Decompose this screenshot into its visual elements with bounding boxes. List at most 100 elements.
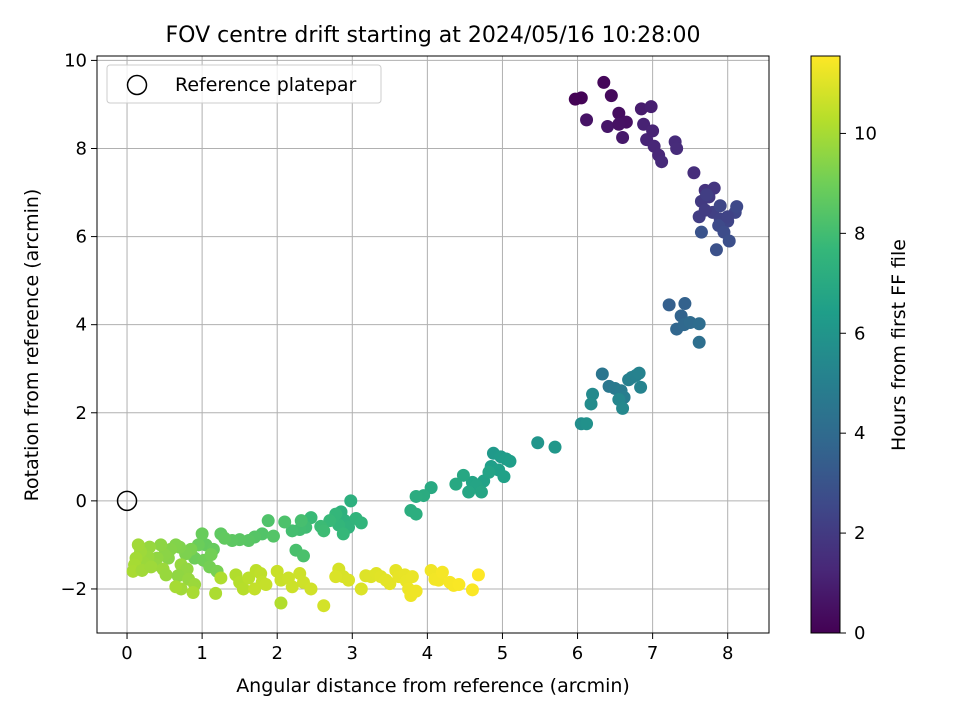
data-point	[435, 565, 449, 579]
x-tick-label: 8	[722, 643, 733, 664]
data-point	[296, 549, 310, 563]
data-point	[236, 582, 250, 596]
data-point	[209, 586, 223, 600]
data-point	[616, 401, 630, 415]
data-point	[452, 578, 466, 592]
data-point	[274, 596, 288, 610]
data-points	[126, 75, 744, 613]
data-point	[597, 75, 611, 89]
data-point	[548, 440, 562, 454]
y-tick-label: 10	[64, 50, 87, 71]
data-point	[465, 583, 479, 597]
data-point	[670, 141, 684, 155]
data-point	[700, 188, 714, 202]
data-point	[317, 524, 331, 538]
data-point	[409, 584, 423, 598]
data-point	[344, 494, 358, 508]
legend: Reference platepar	[106, 64, 382, 104]
data-point	[261, 514, 275, 528]
data-point	[678, 297, 692, 311]
data-point	[692, 335, 706, 349]
colorbar-tick-label: 2	[854, 523, 865, 544]
data-point	[634, 380, 648, 394]
data-point	[632, 366, 646, 380]
data-point	[580, 417, 594, 431]
data-point	[405, 570, 419, 584]
data-point	[304, 582, 318, 596]
colorbar-tick-label: 10	[854, 123, 877, 144]
data-point	[278, 515, 292, 529]
data-point	[186, 585, 200, 599]
data-point	[568, 92, 582, 106]
data-point	[354, 516, 368, 530]
data-point	[409, 507, 423, 521]
data-point	[171, 569, 185, 583]
x-tick-label: 5	[497, 643, 508, 664]
data-point	[218, 531, 232, 545]
data-point	[248, 582, 262, 596]
x-tick-label: 2	[271, 643, 282, 664]
data-point	[655, 155, 669, 169]
data-point	[214, 571, 228, 585]
colorbar-ticks: 0 2 4 6 8 10	[840, 123, 877, 644]
y-tick-label: 6	[76, 227, 87, 248]
chart-title: FOV centre drift starting at 2024/05/16 …	[166, 23, 701, 48]
reference-platepar-marker	[116, 490, 138, 512]
data-point	[595, 367, 609, 381]
y-tick-label: −2	[60, 579, 87, 600]
data-point	[713, 199, 727, 213]
data-point	[584, 397, 598, 411]
data-point	[721, 210, 735, 224]
data-point	[169, 580, 183, 594]
colorbar-tick-label: 0	[854, 623, 865, 644]
data-point	[698, 203, 712, 217]
y-tick-label: 0	[76, 491, 87, 512]
data-point	[329, 570, 343, 584]
legend-box	[106, 64, 382, 104]
data-point	[644, 100, 658, 114]
x-tick-label: 0	[121, 643, 132, 664]
y-tick-label: 2	[76, 403, 87, 424]
x-tick-label: 7	[647, 643, 658, 664]
data-point	[383, 577, 397, 591]
data-point	[159, 568, 173, 582]
data-point	[180, 562, 194, 576]
data-point	[616, 130, 630, 144]
colorbar-tick-label: 4	[854, 423, 865, 444]
colorbar-gradient	[810, 55, 841, 634]
x-axis-label: Angular distance from reference (arcmin)	[236, 675, 630, 697]
data-point	[634, 102, 648, 116]
data-point	[294, 514, 308, 528]
data-point	[154, 538, 168, 552]
x-axis-ticks: 0 1 2 3 4 5 6 7 8	[121, 633, 733, 664]
data-point	[304, 511, 318, 525]
data-point	[604, 89, 618, 103]
data-point	[317, 599, 331, 613]
data-point	[730, 200, 744, 214]
data-point	[456, 468, 470, 482]
data-point	[580, 113, 594, 127]
data-point	[195, 527, 209, 541]
data-point	[601, 119, 615, 133]
data-point	[131, 538, 145, 552]
data-point	[612, 117, 626, 131]
data-point	[482, 465, 496, 479]
data-point	[144, 560, 158, 574]
y-tick-label: 8	[76, 138, 87, 159]
data-point	[342, 573, 356, 587]
data-point	[586, 387, 600, 401]
grid-lines	[97, 56, 769, 633]
x-tick-label: 1	[196, 643, 207, 664]
y-axis-ticks: −2 0 2 4 6 8 10	[60, 50, 97, 600]
data-point	[259, 578, 273, 592]
data-point	[612, 106, 626, 120]
data-point	[409, 489, 423, 503]
data-point	[336, 527, 350, 541]
colorbar: 0 2 4 6 8 10 Hours from first FF file	[810, 55, 910, 644]
data-point	[474, 485, 488, 499]
y-axis-label: Rotation from reference (arcmin)	[21, 189, 43, 502]
data-point	[449, 477, 463, 491]
data-point	[637, 117, 651, 131]
data-point	[266, 529, 280, 543]
